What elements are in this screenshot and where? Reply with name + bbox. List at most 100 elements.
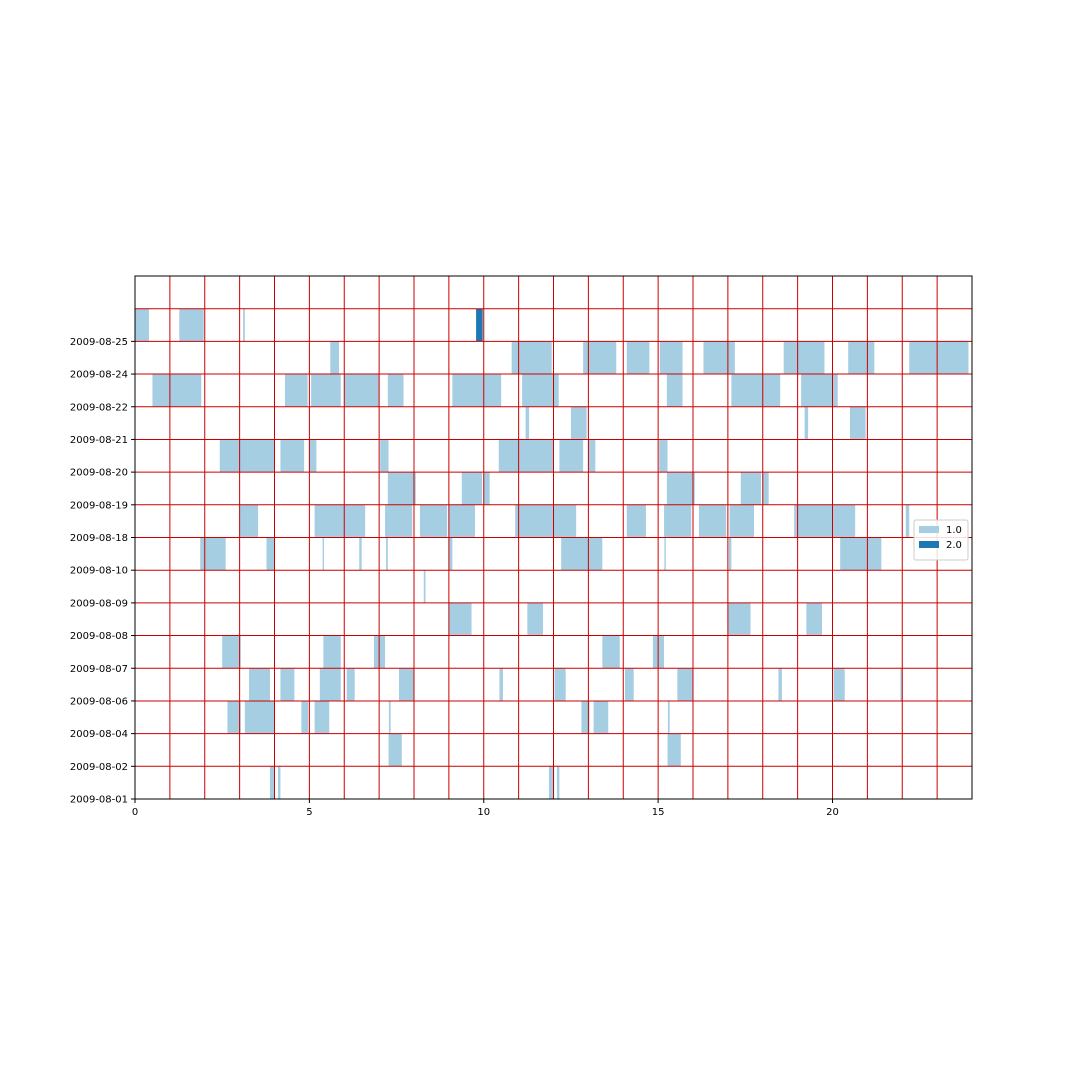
bar-series-1-segment-72 bbox=[659, 439, 668, 473]
grid-layer bbox=[135, 276, 972, 799]
bar-series-1-segment-71 bbox=[588, 439, 596, 473]
bar-series-1-segment-32 bbox=[448, 602, 472, 636]
bars-layer bbox=[135, 308, 969, 799]
bar-series-1-segment-30 bbox=[602, 635, 620, 669]
bar-series-1-segment-97 bbox=[179, 308, 204, 342]
bar-series-1-segment-50 bbox=[419, 504, 448, 538]
bar-series-1-segment-73 bbox=[525, 406, 530, 440]
bar-series-1-segment-58 bbox=[905, 504, 910, 538]
y-tick-label: 2009-08-20 bbox=[70, 468, 128, 479]
bar-series-1-segment-54 bbox=[664, 504, 692, 538]
bar-series-1-segment-98 bbox=[243, 308, 245, 342]
bar-series-1-segment-13 bbox=[593, 700, 609, 734]
legend-swatch bbox=[919, 541, 939, 548]
y-axis: 2009-08-01 2009-08-02 2009-08-04 2009-08-06… bbox=[70, 337, 135, 806]
bar-series-1-segment-57 bbox=[794, 504, 856, 538]
bar-series-1-segment-94 bbox=[848, 341, 875, 375]
bar-series-1-segment-80 bbox=[344, 374, 380, 407]
bar-series-1-segment-74 bbox=[570, 406, 587, 440]
x-tick-label: 15 bbox=[652, 807, 665, 818]
bar-series-1-segment-38 bbox=[266, 537, 275, 571]
y-tick-label: 2009-08-24 bbox=[70, 370, 128, 381]
bar-series-1-segment-21 bbox=[554, 668, 566, 701]
bar-series-1-segment-24 bbox=[778, 668, 782, 701]
bar-series-1-segment-87 bbox=[330, 341, 340, 375]
legend-label: 1.0 bbox=[946, 525, 962, 536]
y-tick-label: 2009-08-10 bbox=[70, 566, 128, 577]
bar-series-1-segment-42 bbox=[448, 537, 453, 571]
bar-series-1-segment-66 bbox=[280, 439, 305, 473]
bar-series-1-segment-9 bbox=[301, 700, 309, 734]
bar-series-1-segment-28 bbox=[323, 635, 341, 669]
bar-series-1-segment-25 bbox=[833, 668, 845, 701]
bar-series-1-segment-37 bbox=[200, 537, 226, 571]
bar-series-1-segment-35 bbox=[806, 602, 823, 636]
bar-series-1-segment-1 bbox=[269, 766, 275, 799]
bar-series-1-segment-82 bbox=[452, 374, 502, 407]
bar-series-1-segment-14 bbox=[667, 700, 670, 734]
bar-series-1-segment-95 bbox=[909, 341, 969, 375]
bar-series-1-segment-48 bbox=[314, 504, 366, 538]
bar-series-1-segment-96 bbox=[135, 308, 149, 342]
x-tick-label: 5 bbox=[306, 807, 312, 818]
bar-series-1-segment-92 bbox=[703, 341, 735, 375]
bar-series-1-segment-65 bbox=[219, 439, 275, 473]
bar-series-1-segment-90 bbox=[626, 341, 650, 375]
bar-series-1-segment-2 bbox=[277, 766, 281, 799]
bar-series-1-segment-10 bbox=[314, 700, 330, 734]
bar-series-1-segment-88 bbox=[511, 341, 552, 375]
bar-series-1-segment-47 bbox=[239, 504, 259, 538]
bar-series-1-segment-11 bbox=[388, 700, 391, 734]
bar-series-1-segment-43 bbox=[561, 537, 603, 571]
bar-series-1-segment-36 bbox=[423, 570, 426, 603]
x-tick-label: 20 bbox=[826, 807, 839, 818]
y-tick-label: 2009-08-18 bbox=[70, 533, 128, 544]
y-tick-label: 2009-08-01 bbox=[70, 795, 128, 806]
bar-series-1-segment-39 bbox=[322, 537, 325, 571]
bar-series-1-segment-46 bbox=[840, 537, 882, 571]
bar-series-1-segment-16 bbox=[280, 668, 295, 701]
bar-series-1-segment-76 bbox=[849, 406, 866, 440]
bar-series-1-segment-26 bbox=[900, 668, 903, 701]
bar-series-1-segment-44 bbox=[664, 537, 666, 571]
y-tick-label: 2009-08-25 bbox=[70, 337, 128, 348]
x-tick-label: 10 bbox=[477, 807, 490, 818]
bar-series-1-segment-51 bbox=[448, 504, 476, 538]
x-axis: 0 5 10 15 20 bbox=[132, 799, 839, 818]
bar-series-1-segment-56 bbox=[729, 504, 755, 538]
bar-series-1-segment-34 bbox=[727, 602, 751, 636]
bar-series-1-segment-62 bbox=[666, 472, 695, 505]
bar-series-1-segment-70 bbox=[559, 439, 584, 473]
bar-series-1-segment-15 bbox=[249, 668, 270, 701]
bar-series-1-segment-93 bbox=[783, 341, 825, 375]
bar-series-1-segment-22 bbox=[624, 668, 634, 701]
bar-series-1-segment-12 bbox=[581, 700, 590, 734]
bar-series-1-segment-23 bbox=[677, 668, 693, 701]
bar-series-1-segment-60 bbox=[461, 472, 483, 505]
bar-series-1-segment-45 bbox=[728, 537, 732, 571]
bar-series-1-segment-85 bbox=[731, 374, 781, 407]
bar-series-1-segment-79 bbox=[311, 374, 341, 407]
y-tick-label: 2009-08-07 bbox=[70, 664, 128, 675]
bar-series-1-segment-17 bbox=[319, 668, 341, 701]
bar-series-1-segment-91 bbox=[659, 341, 683, 375]
bar-series-1-segment-83 bbox=[522, 374, 559, 407]
bar-series-1-segment-49 bbox=[385, 504, 413, 538]
y-tick-label: 2009-08-22 bbox=[70, 402, 128, 413]
x-tick-label: 0 bbox=[132, 807, 138, 818]
bar-series-1-segment-78 bbox=[284, 374, 308, 407]
bar-series-1-segment-33 bbox=[527, 602, 544, 636]
y-tick-label: 2009-08-21 bbox=[70, 435, 128, 446]
bar-series-1-segment-67 bbox=[309, 439, 317, 473]
bar-series-1-segment-40 bbox=[359, 537, 362, 571]
y-tick-label: 2009-08-02 bbox=[70, 762, 128, 773]
bar-series-1-segment-5 bbox=[388, 733, 402, 767]
bar-series-1-segment-18 bbox=[346, 668, 355, 701]
bar-series-1-segment-68 bbox=[380, 439, 389, 473]
bar-series-1-segment-52 bbox=[515, 504, 577, 538]
bar-series-1-segment-20 bbox=[499, 668, 503, 701]
bar-series-1-segment-81 bbox=[387, 374, 404, 407]
y-tick-label: 2009-08-19 bbox=[70, 500, 128, 511]
bar-series-1-segment-53 bbox=[626, 504, 646, 538]
